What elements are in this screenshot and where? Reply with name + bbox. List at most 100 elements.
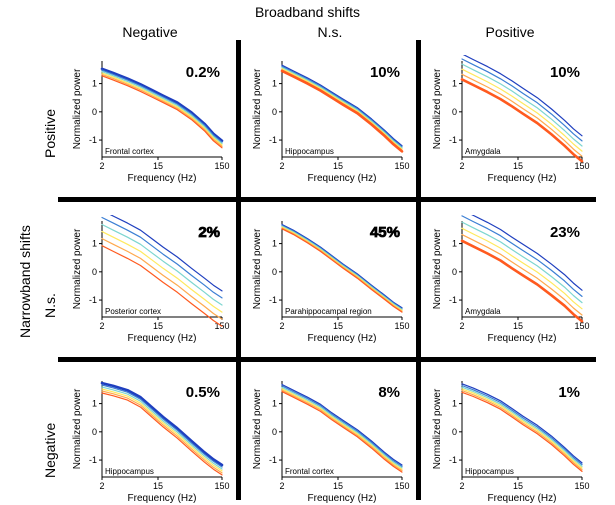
svg-text:15: 15 <box>333 161 343 171</box>
svg-text:2: 2 <box>459 321 464 331</box>
percent-label: 0.2% <box>186 64 220 81</box>
svg-text:15: 15 <box>333 481 343 491</box>
svg-text:Normalized power: Normalized power <box>252 68 263 149</box>
region-label: Amygdala <box>465 147 501 156</box>
svg-text:150: 150 <box>394 481 409 491</box>
panel-r1-c1: -101215150Frequency (Hz)Normalized power… <box>250 215 410 345</box>
grid-sep-v1 <box>236 40 241 500</box>
svg-text:2: 2 <box>99 161 104 171</box>
svg-text:15: 15 <box>153 481 163 491</box>
svg-text:2: 2 <box>279 481 284 491</box>
svg-text:2: 2 <box>99 481 104 491</box>
svg-text:Normalized power: Normalized power <box>252 228 263 309</box>
panel-r0-c0: -101215150Frequency (Hz)Normalized power… <box>70 55 230 185</box>
svg-text:-1: -1 <box>269 455 277 465</box>
region-label: Hippocampus <box>285 147 334 156</box>
percent-label: 8% <box>378 384 400 401</box>
region-label: Parahippocampal region <box>285 307 372 316</box>
svg-text:0: 0 <box>272 107 277 117</box>
svg-text:15: 15 <box>153 161 163 171</box>
svg-text:0: 0 <box>92 427 97 437</box>
svg-text:15: 15 <box>513 321 523 331</box>
grid-sep-h1 <box>58 197 596 202</box>
region-label: Hippocampus <box>465 467 514 476</box>
svg-text:1: 1 <box>92 399 97 409</box>
region-label: Amygdala <box>465 307 501 316</box>
svg-text:1: 1 <box>92 239 97 249</box>
svg-text:1: 1 <box>452 79 457 89</box>
row-header-positive: Positive <box>42 78 58 158</box>
col-header-positive: Positive <box>430 24 590 40</box>
svg-text:Normalized power: Normalized power <box>252 388 263 469</box>
svg-text:150: 150 <box>214 481 229 491</box>
svg-text:Frequency (Hz): Frequency (Hz) <box>488 173 557 184</box>
panel-r1-c0: -101215150Frequency (Hz)Normalized power… <box>70 215 230 345</box>
svg-text:2: 2 <box>459 161 464 171</box>
svg-text:Normalized power: Normalized power <box>432 228 443 309</box>
panel-r0-c2: -101215150Frequency (Hz)Normalized power… <box>430 55 590 185</box>
svg-text:0: 0 <box>452 267 457 277</box>
percent-label: 45% <box>370 224 400 241</box>
left-main-title: Narrowband shifts <box>17 208 33 338</box>
svg-text:1: 1 <box>272 79 277 89</box>
top-main-title: Broadband shifts <box>0 4 615 20</box>
svg-text:Normalized power: Normalized power <box>72 388 83 469</box>
col-header-ns: N.s. <box>250 24 410 40</box>
svg-text:-1: -1 <box>449 295 457 305</box>
grid-sep-v2 <box>416 40 421 500</box>
svg-text:1: 1 <box>452 399 457 409</box>
svg-text:Frequency (Hz): Frequency (Hz) <box>488 333 557 344</box>
svg-text:Normalized power: Normalized power <box>432 68 443 149</box>
percent-label: 10% <box>370 64 400 81</box>
percent-label: 10% <box>550 64 580 81</box>
svg-text:0: 0 <box>92 267 97 277</box>
panel-r2-c0: -1 0 1 2 15 150 Frequency (Hz) Normalized power… <box>70 375 230 505</box>
svg-text:-1: -1 <box>449 455 457 465</box>
region-label: Hippocampus <box>105 467 154 476</box>
svg-text:150: 150 <box>574 161 589 171</box>
svg-text:1: 1 <box>452 239 457 249</box>
row-header-ns: N.s. <box>42 238 58 318</box>
svg-text:-1: -1 <box>449 135 457 145</box>
svg-text:Normalized power: Normalized power <box>72 228 83 309</box>
region-label: Frontal cortex <box>105 147 154 156</box>
percent-label: 1% <box>558 384 580 401</box>
region-label: Posterior cortex <box>105 307 161 316</box>
svg-text:0: 0 <box>272 427 277 437</box>
panel-r1-c2: -1 0 1 2 15 150 Frequency (Hz) Normalized power… <box>430 215 590 345</box>
svg-text:15: 15 <box>513 481 523 491</box>
col-header-negative: Negative <box>70 24 230 40</box>
svg-text:15: 15 <box>153 321 163 331</box>
svg-text:15: 15 <box>513 161 523 171</box>
svg-text:1: 1 <box>92 79 97 89</box>
percent-label: 0.5% <box>186 384 220 401</box>
svg-text:Frequency (Hz): Frequency (Hz) <box>308 333 377 344</box>
percent-label: 23% <box>550 224 580 241</box>
svg-text:Frequency (Hz): Frequency (Hz) <box>308 493 377 504</box>
svg-text:1: 1 <box>272 239 277 249</box>
svg-text:15: 15 <box>333 321 343 331</box>
svg-text:150: 150 <box>214 161 229 171</box>
svg-text:Frequency (Hz): Frequency (Hz) <box>128 173 197 184</box>
svg-text:-1: -1 <box>89 135 97 145</box>
svg-text:2: 2 <box>279 161 284 171</box>
region-label: Frontal cortex <box>285 467 334 476</box>
svg-text:150: 150 <box>394 321 409 331</box>
svg-text:-1: -1 <box>269 135 277 145</box>
svg-text:150: 150 <box>574 481 589 491</box>
svg-text:-1: -1 <box>89 295 97 305</box>
figure-root: Broadband shifts Negative N.s. Positive … <box>0 0 615 504</box>
svg-text:2: 2 <box>99 321 104 331</box>
svg-text:-1: -1 <box>89 455 97 465</box>
svg-text:Frequency (Hz): Frequency (Hz) <box>128 333 197 344</box>
panel-r2-c2: -101215150Frequency (Hz)Normalized power… <box>430 375 590 505</box>
svg-text:150: 150 <box>574 321 589 331</box>
svg-text:Frequency (Hz): Frequency (Hz) <box>488 493 557 504</box>
svg-text:Normalized power: Normalized power <box>432 388 443 469</box>
svg-text:150: 150 <box>394 161 409 171</box>
svg-text:Frequency (Hz): Frequency (Hz) <box>308 173 377 184</box>
svg-text:2: 2 <box>279 321 284 331</box>
svg-text:Frequency (Hz): Frequency (Hz) <box>128 493 197 504</box>
svg-text:-1: -1 <box>269 295 277 305</box>
svg-text:Normalized power: Normalized power <box>72 68 83 149</box>
